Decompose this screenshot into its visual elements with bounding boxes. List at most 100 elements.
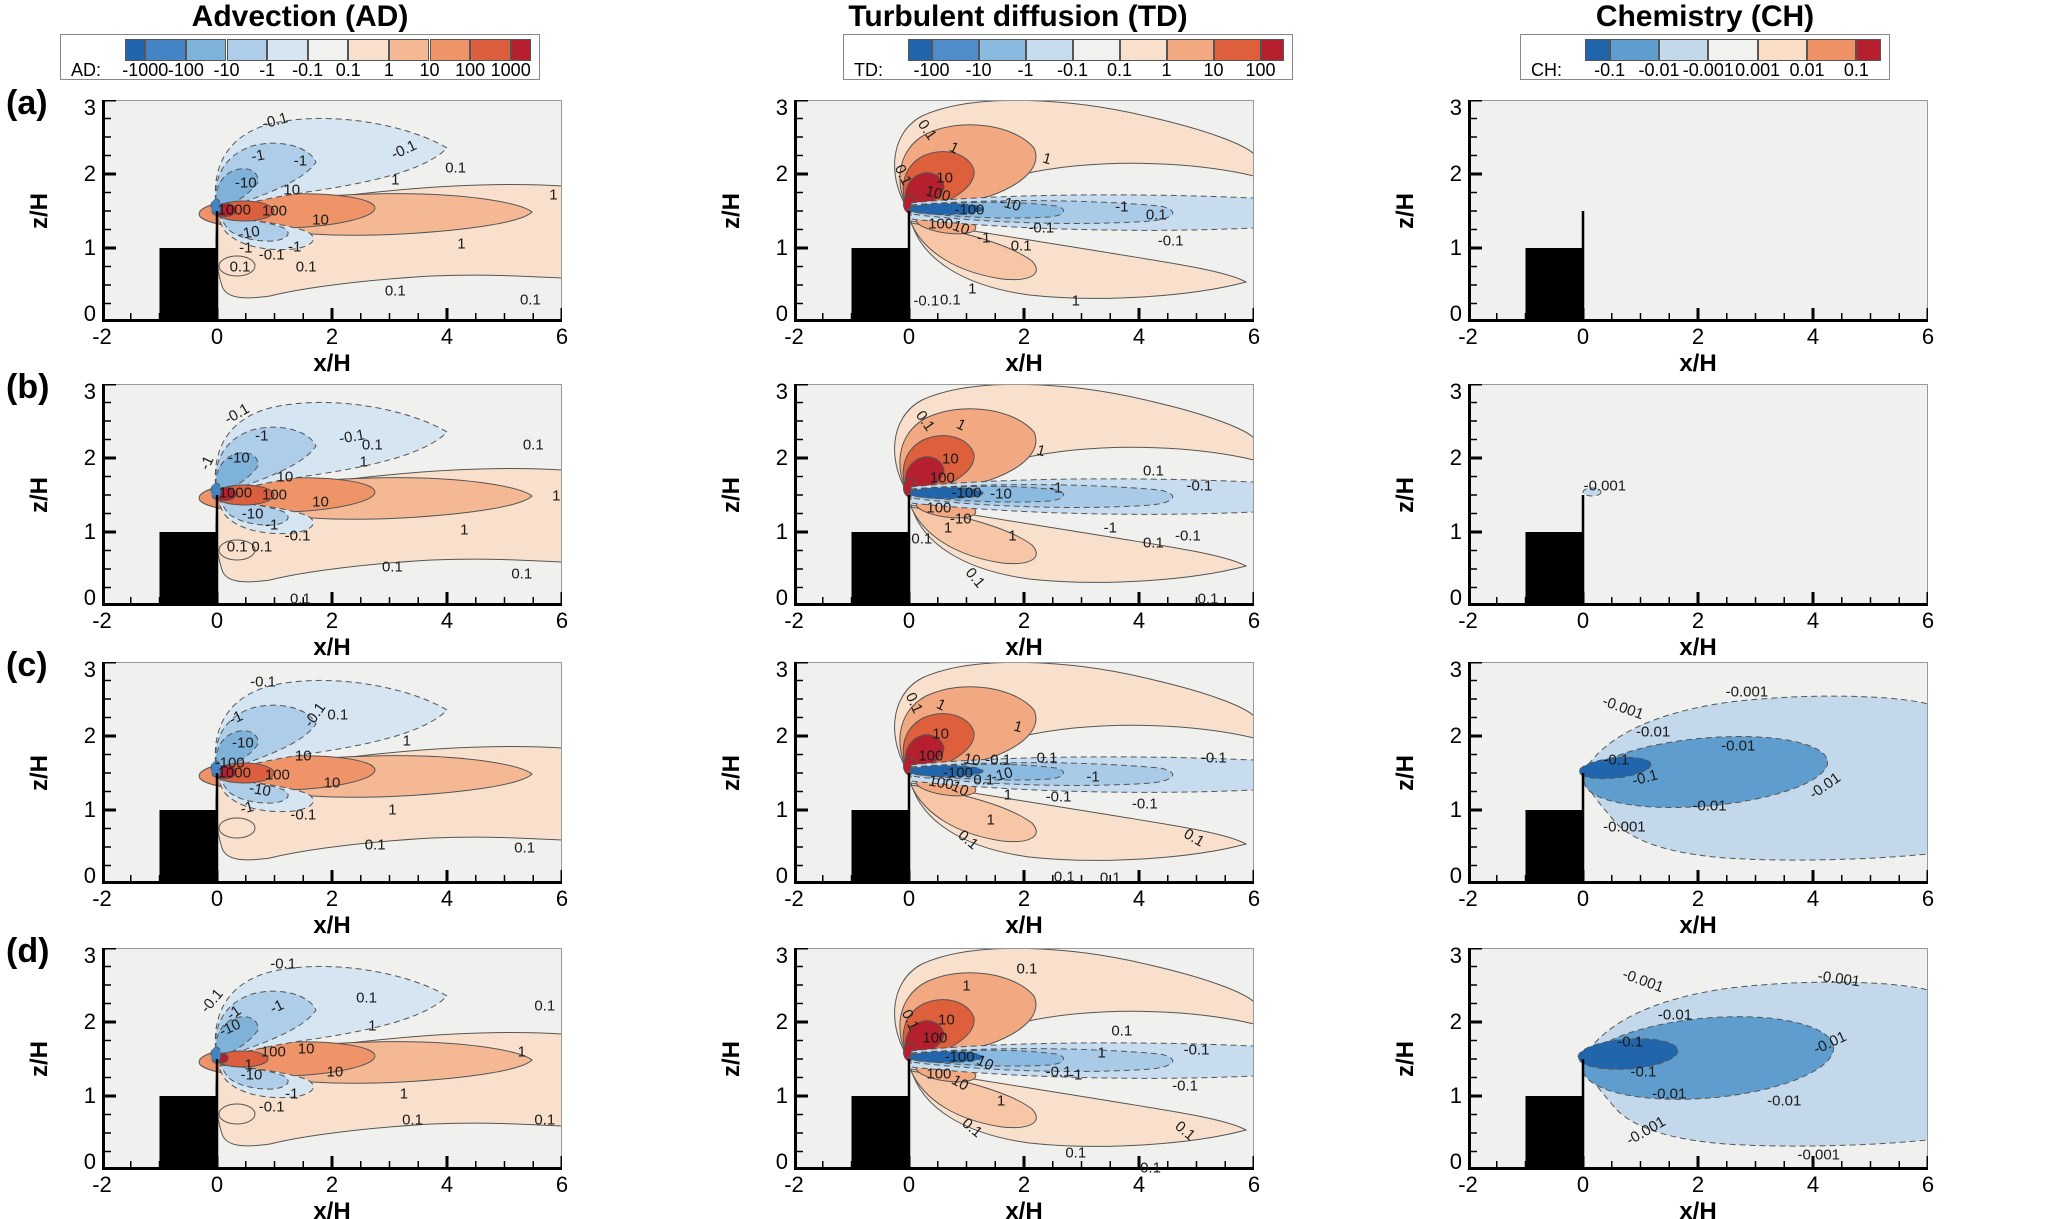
colorbar-level: 0.1 (1106, 60, 1133, 80)
contour-label: 0.1 (251, 538, 273, 556)
y-axis-label: z/H (26, 755, 53, 791)
contour-label: 0.1 (402, 1111, 423, 1129)
contour-label: -0.01 (1767, 1092, 1802, 1110)
colorbar-segment (1072, 39, 1120, 61)
y-axis-label: z/H (1392, 1041, 1419, 1077)
colorbar-level: -10 (965, 60, 992, 80)
x-tick-label: 6 (1247, 608, 1261, 633)
contour-label: 1 (359, 453, 368, 471)
contour-label: -0.1 (1617, 1033, 1644, 1051)
contour-label: -0.1 (1186, 477, 1213, 495)
contour-label: 1 (986, 811, 995, 829)
x-tick-label: 2 (325, 1172, 339, 1197)
contour-label: -0.1 (250, 673, 276, 691)
contour-label: -10 (949, 510, 972, 528)
y-tick-label: 1 (775, 235, 788, 260)
x-tick-label: 2 (1017, 886, 1031, 911)
colorbar-segment (1609, 39, 1659, 61)
colorbar-segment (1585, 39, 1610, 61)
contour-label: 100 (926, 1065, 952, 1083)
x-tick-label: 6 (555, 324, 569, 349)
x-tick-label: -2 (784, 324, 804, 349)
colorbar-level: -0.1 (1056, 60, 1089, 80)
contour-label: 0.1 (1140, 1159, 1161, 1177)
y-tick-label: 3 (1449, 943, 1462, 968)
contour-label: 0.1 (1016, 960, 1038, 978)
contour-label: -0.01 (1721, 737, 1756, 755)
y-tick-label: 3 (1449, 95, 1462, 120)
x-tick-label: -2 (92, 608, 112, 633)
contour-label: -0.001 (1583, 477, 1627, 495)
contour-label: 1 (402, 732, 411, 750)
contour-label: 0.1 (939, 291, 961, 309)
contour-label: 1 (517, 1043, 526, 1061)
y-tick-label: 0 (775, 585, 788, 610)
colorbar-segment (429, 39, 471, 61)
contour-label: 0.1 (1111, 1022, 1133, 1040)
contour-label: -1 (1048, 479, 1063, 497)
y-tick-label: 1 (1449, 519, 1462, 544)
contour-label: 1 (943, 519, 953, 537)
y-tick-label: 0 (83, 863, 96, 888)
contour-plot-b-td (794, 384, 1254, 606)
contour-label: 100 (260, 1043, 286, 1061)
contour-label: -100 (942, 764, 973, 782)
contour-label: 1 (457, 235, 466, 253)
colorbar-level: 10 (419, 60, 440, 80)
colorbar-level: -1 (259, 60, 276, 80)
contour-label: -0.1 (913, 292, 940, 310)
colorbar-level: 1000 (490, 60, 531, 80)
y-tick-label: 0 (83, 1149, 96, 1174)
contour-label: 10 (323, 774, 341, 792)
contour-label: 1 (996, 1092, 1006, 1110)
contour-label: -0.1 (1174, 527, 1201, 545)
y-tick-label: 0 (1449, 301, 1462, 326)
colorbar-level: 0.01 (1789, 60, 1825, 80)
contour-label: -100 (951, 484, 982, 502)
x-tick-label: 2 (1691, 608, 1705, 633)
y-tick-label: 3 (775, 943, 788, 968)
contour-plot-b-ad (102, 384, 562, 606)
contour-label: -0.1 (1157, 232, 1184, 250)
y-tick-label: 1 (83, 235, 96, 260)
contour-label: 10 (936, 169, 953, 187)
y-tick-label: 0 (1449, 1149, 1462, 1174)
contour-label: 0.1 (522, 436, 544, 454)
contour-label: 1 (1071, 292, 1080, 310)
contour-label: -0.1 (258, 246, 285, 264)
contour-label: 10 (312, 211, 329, 229)
contour-label: 1 (1003, 786, 1013, 804)
x-axis-label: x/H (1005, 350, 1043, 377)
x-tick-label: -2 (92, 1172, 112, 1197)
x-axis-label: x/H (313, 912, 351, 939)
y-axis-label: z/H (718, 193, 745, 229)
colorbar-level: 100 (455, 60, 486, 80)
contour-label: -0.1 (1172, 1077, 1198, 1095)
contour-plot-a-td (794, 100, 1254, 322)
contour-label: 10 (932, 725, 949, 743)
x-tick-label: -2 (1458, 1172, 1478, 1197)
x-axis-label: x/H (313, 1198, 351, 1219)
colorbar-td: TD: -100 -10 -1 -0.1 0.1 1 10 100 (843, 34, 1293, 80)
contour-label: 1 (244, 1056, 253, 1074)
contour-label: 100 (264, 766, 290, 784)
contour-label: 1 (460, 521, 469, 539)
y-axis-label: z/H (718, 477, 745, 513)
x-axis-label: x/H (313, 350, 351, 377)
contour-plot-c-td (794, 662, 1254, 884)
y-axis-label: z/H (26, 1041, 53, 1077)
contour-label: 10 (276, 468, 294, 485)
contour-label: -100 (944, 1048, 975, 1066)
contour-label: 0.1 (384, 282, 406, 300)
contour-label: -1 (293, 152, 308, 170)
colorbar-segment (1025, 39, 1073, 61)
column-title-turbulent-diffusion: Turbulent diffusion (TD) (848, 0, 1188, 33)
x-tick-label: -2 (1458, 886, 1478, 911)
contour-label: 0.1 (361, 436, 383, 454)
column-title-advection: Advection (AD) (191, 0, 409, 33)
x-axis-label: x/H (1005, 1198, 1043, 1219)
contour-label: 1 (368, 1017, 377, 1035)
contour-label: -10 (240, 1066, 263, 1084)
x-axis-label: x/H (1679, 912, 1717, 939)
